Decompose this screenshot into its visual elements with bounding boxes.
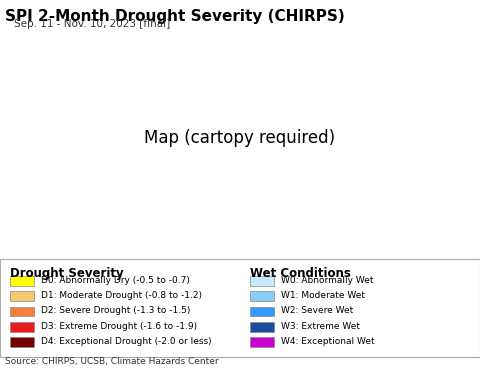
FancyBboxPatch shape [250,322,274,332]
Text: W1: Moderate Wet: W1: Moderate Wet [281,291,365,300]
Text: W4: Exceptional Wet: W4: Exceptional Wet [281,337,374,346]
FancyBboxPatch shape [250,307,274,316]
Text: Sep. 11 - Nov. 10, 2023 [final]: Sep. 11 - Nov. 10, 2023 [final] [14,19,171,29]
Text: D4: Exceptional Drought (-2.0 or less): D4: Exceptional Drought (-2.0 or less) [41,337,211,346]
FancyBboxPatch shape [0,259,480,357]
Text: D3: Extreme Drought (-1.6 to -1.9): D3: Extreme Drought (-1.6 to -1.9) [41,322,197,331]
Text: D0: Abnormally Dry (-0.5 to -0.7): D0: Abnormally Dry (-0.5 to -0.7) [41,276,190,285]
FancyBboxPatch shape [250,337,274,347]
FancyBboxPatch shape [10,276,34,286]
FancyBboxPatch shape [10,291,34,301]
FancyBboxPatch shape [250,276,274,286]
Text: SPI 2-Month Drought Severity (CHIRPS): SPI 2-Month Drought Severity (CHIRPS) [5,9,345,24]
FancyBboxPatch shape [10,307,34,316]
Text: Source: CHIRPS, UCSB, Climate Hazards Center: Source: CHIRPS, UCSB, Climate Hazards Ce… [5,357,218,366]
Text: Drought Severity: Drought Severity [10,267,123,280]
Text: W2: Severe Wet: W2: Severe Wet [281,306,353,316]
Text: Map (cartopy required): Map (cartopy required) [144,129,336,147]
Text: D2: Severe Drought (-1.3 to -1.5): D2: Severe Drought (-1.3 to -1.5) [41,306,190,316]
Text: W3: Extreme Wet: W3: Extreme Wet [281,322,360,331]
Text: D1: Moderate Drought (-0.8 to -1.2): D1: Moderate Drought (-0.8 to -1.2) [41,291,202,300]
Text: W0: Abnormally Wet: W0: Abnormally Wet [281,276,373,285]
FancyBboxPatch shape [10,337,34,347]
FancyBboxPatch shape [250,291,274,301]
FancyBboxPatch shape [10,322,34,332]
Text: Wet Conditions: Wet Conditions [250,267,350,280]
